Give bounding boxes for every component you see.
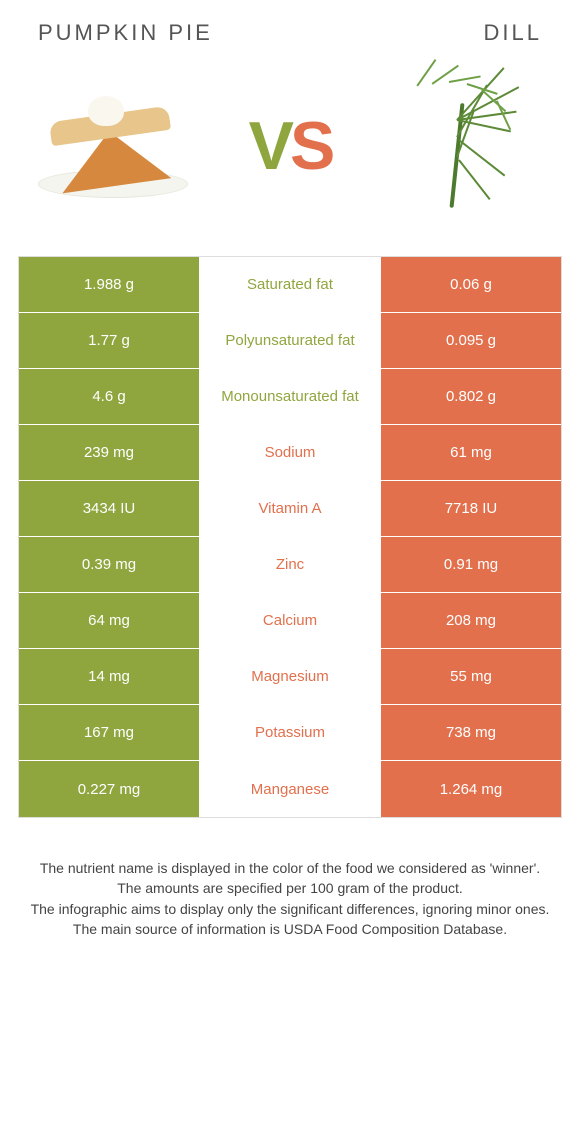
- pumpkin-pie-icon: [28, 76, 203, 216]
- left-value-cell: 3434 IU: [19, 481, 199, 536]
- table-row: 239 mgSodium61 mg: [19, 425, 561, 481]
- table-row: 64 mgCalcium208 mg: [19, 593, 561, 649]
- table-row: 1.77 gPolyunsaturated fat0.095 g: [19, 313, 561, 369]
- table-row: 0.39 mgZinc0.91 mg: [19, 537, 561, 593]
- nutrient-label: Calcium: [199, 593, 381, 648]
- left-value-cell: 239 mg: [19, 425, 199, 480]
- nutrient-label: Polyunsaturated fat: [199, 313, 381, 368]
- right-value-cell: 0.06 g: [381, 257, 561, 312]
- table-row: 3434 IUVitamin A7718 IU: [19, 481, 561, 537]
- right-value-cell: 0.91 mg: [381, 537, 561, 592]
- nutrient-label: Saturated fat: [199, 257, 381, 312]
- footer-line: The nutrient name is displayed in the co…: [28, 858, 552, 878]
- nutrient-label: Vitamin A: [199, 481, 381, 536]
- left-value-cell: 167 mg: [19, 705, 199, 760]
- footer-notes: The nutrient name is displayed in the co…: [18, 818, 562, 939]
- header: PUMPKIN PIE DILL: [18, 20, 562, 56]
- footer-line: The infographic aims to display only the…: [28, 899, 552, 919]
- right-value-cell: 0.095 g: [381, 313, 561, 368]
- footer-line: The amounts are specified per 100 gram o…: [28, 878, 552, 898]
- left-value-cell: 14 mg: [19, 649, 199, 704]
- vs-v: V: [249, 108, 290, 184]
- left-value-cell: 4.6 g: [19, 369, 199, 424]
- nutrient-table: 1.988 gSaturated fat0.06 g1.77 gPolyunsa…: [18, 256, 562, 818]
- right-value-cell: 1.264 mg: [381, 761, 561, 817]
- left-value-cell: 64 mg: [19, 593, 199, 648]
- table-row: 4.6 gMonounsaturated fat0.802 g: [19, 369, 561, 425]
- left-value-cell: 0.39 mg: [19, 537, 199, 592]
- left-food-title: PUMPKIN PIE: [38, 20, 213, 46]
- right-value-cell: 208 mg: [381, 593, 561, 648]
- nutrient-label: Manganese: [199, 761, 381, 817]
- table-row: 167 mgPotassium738 mg: [19, 705, 561, 761]
- vs-s: S: [290, 108, 331, 184]
- right-food-title: DILL: [484, 20, 542, 46]
- vs-label: VS: [249, 107, 332, 185]
- left-value-cell: 1.77 g: [19, 313, 199, 368]
- nutrient-label: Zinc: [199, 537, 381, 592]
- hero-row: VS: [18, 56, 562, 256]
- table-row: 14 mgMagnesium55 mg: [19, 649, 561, 705]
- table-row: 0.227 mgManganese1.264 mg: [19, 761, 561, 817]
- right-value-cell: 0.802 g: [381, 369, 561, 424]
- nutrient-label: Potassium: [199, 705, 381, 760]
- nutrient-label: Sodium: [199, 425, 381, 480]
- nutrient-label: Monounsaturated fat: [199, 369, 381, 424]
- table-row: 1.988 gSaturated fat0.06 g: [19, 257, 561, 313]
- left-value-cell: 1.988 g: [19, 257, 199, 312]
- left-value-cell: 0.227 mg: [19, 761, 199, 817]
- nutrient-label: Magnesium: [199, 649, 381, 704]
- dill-icon: [377, 76, 552, 216]
- footer-line: The main source of information is USDA F…: [28, 919, 552, 939]
- right-value-cell: 738 mg: [381, 705, 561, 760]
- right-value-cell: 61 mg: [381, 425, 561, 480]
- right-value-cell: 7718 IU: [381, 481, 561, 536]
- right-value-cell: 55 mg: [381, 649, 561, 704]
